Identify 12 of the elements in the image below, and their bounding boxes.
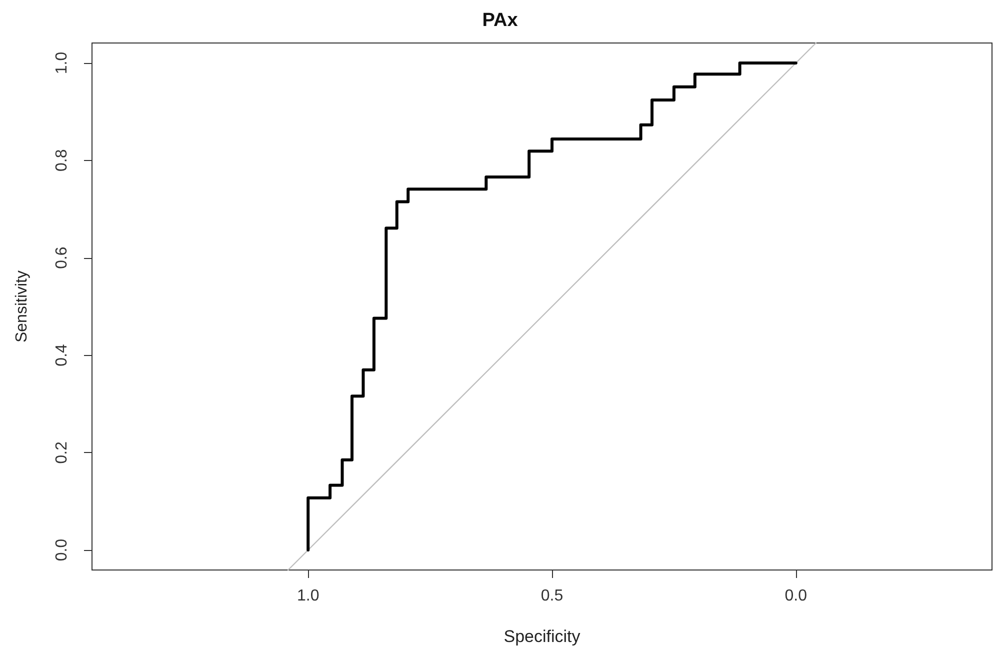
x-tick-label: 0.5 bbox=[540, 588, 564, 604]
x-tick-label: 1.0 bbox=[296, 588, 320, 604]
y-tick-label: 0.0 bbox=[54, 538, 70, 562]
x-tick-label: 0.0 bbox=[784, 588, 808, 604]
y-tick-label: 1.0 bbox=[54, 52, 70, 74]
y-tick-label: 0.6 bbox=[54, 246, 70, 269]
chart-title: PAx bbox=[482, 10, 518, 31]
x-axis-title: Specificity bbox=[504, 627, 581, 646]
y-tick-label: 0.2 bbox=[54, 441, 70, 464]
y-tick-label: 0.4 bbox=[54, 344, 70, 366]
y-tick-label: 0.8 bbox=[54, 149, 70, 172]
y-axis-title: Sensitivity bbox=[14, 270, 30, 343]
